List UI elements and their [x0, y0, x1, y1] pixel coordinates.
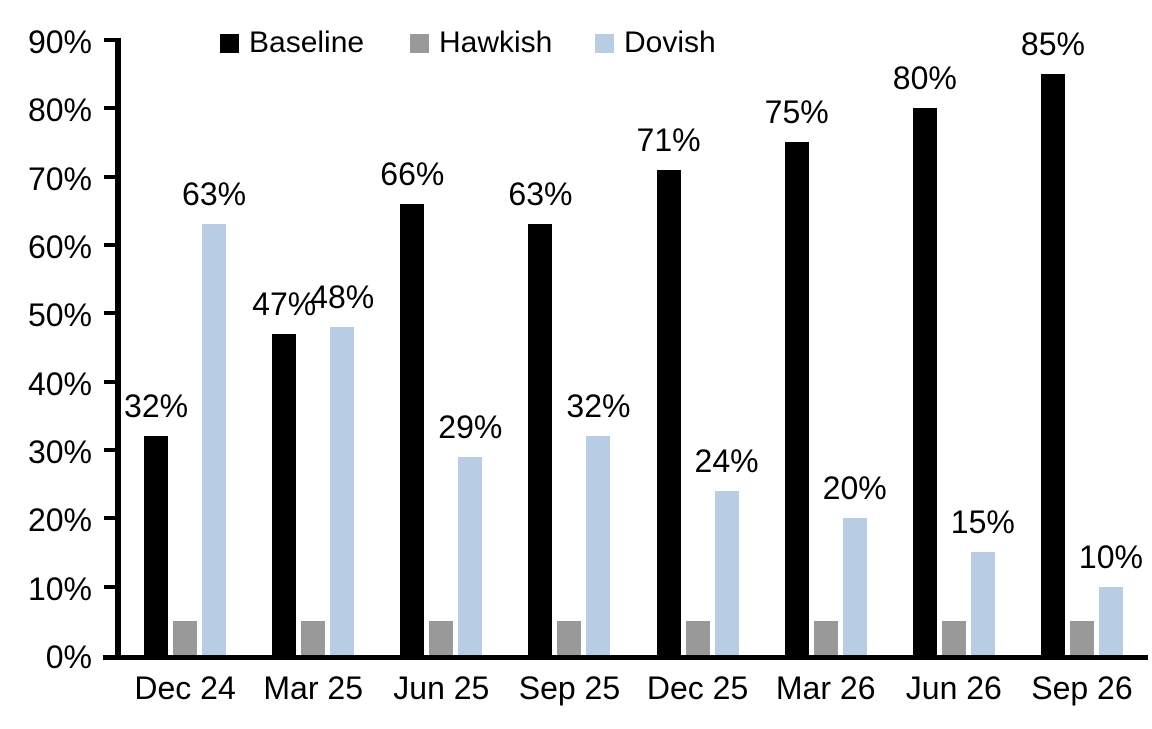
x-axis-category-label: Dec 24 — [134, 670, 236, 706]
y-axis-line — [115, 38, 121, 660]
bar-value-label: 66% — [380, 156, 445, 192]
y-axis-tick-label: 30% — [27, 434, 92, 470]
x-axis-category-label: Dec 25 — [646, 670, 749, 706]
bar-dovish-sep-26: 10% — [1079, 541, 1143, 655]
y-axis-tick — [104, 448, 115, 452]
bar-value-label: 48% — [310, 279, 375, 315]
x-axis-category-label: Mar 26 — [775, 670, 876, 706]
bar-group-mar-25: 47% 48% — [249, 40, 377, 655]
bar-value-label: 15% — [950, 504, 1015, 540]
bar-group-jun-25: 66% 29% — [377, 40, 505, 655]
y-axis-tick-label: 90% — [27, 24, 92, 60]
legend-item-dovish: Dovish — [595, 25, 716, 61]
x-axis-category-label: Mar 25 — [263, 670, 363, 706]
bar-group-dec-24: 32% 63% — [121, 40, 249, 655]
y-axis-tick-label: 10% — [27, 570, 92, 607]
bar-value-label: 63% — [182, 176, 247, 212]
x-axis-category-label: Sep 26 — [1031, 670, 1133, 706]
y-axis-tick — [104, 38, 115, 42]
y-axis-tick — [104, 655, 115, 659]
bar-baseline-sep-25: 63% — [508, 178, 572, 655]
legend-label: Hawkish — [439, 26, 553, 59]
legend-swatch-hawkish — [410, 33, 429, 53]
bar-group-sep-26: 85% 10% — [1018, 28, 1146, 655]
bar-value-label: 63% — [508, 176, 573, 212]
bar-hawkish-mar-26 — [813, 621, 838, 655]
bar-hawkish-jun-25 — [429, 621, 454, 655]
bar-value-label: 85% — [1020, 26, 1085, 62]
bar-hawkish-jun-26 — [941, 621, 966, 655]
legend-item-baseline: Baseline — [220, 25, 364, 61]
legend-label: Baseline — [249, 26, 365, 59]
y-axis-tick — [104, 311, 115, 316]
y-axis-tick — [104, 516, 115, 521]
bar-dovish-dec-25: 24% — [695, 445, 759, 655]
bar-baseline-mar-25: 47% — [252, 288, 316, 655]
y-axis-tick-label: 0% — [45, 639, 92, 675]
bar-value-label: 32% — [566, 388, 631, 424]
y-axis-tick-label: 20% — [27, 502, 92, 539]
bar-group-sep-25: 63% 32% — [505, 40, 633, 655]
bar-value-label: 47% — [252, 286, 317, 322]
bar-baseline-mar-26: 75% — [765, 96, 829, 655]
y-axis-tick — [104, 106, 115, 111]
y-axis-tick-label: 40% — [27, 365, 92, 402]
bar-group-mar-26: 75% 20% — [762, 40, 890, 655]
bar-dovish-dec-24: 63% — [182, 178, 246, 655]
legend-item-hawkish: Hawkish — [410, 25, 552, 61]
bar-dovish-jun-26: 15% — [951, 506, 1015, 655]
x-axis-category-label: Sep 25 — [518, 670, 621, 706]
bar-baseline-dec-25: 71% — [637, 124, 701, 655]
bar-baseline-jun-25: 66% — [380, 158, 444, 655]
bar-baseline-sep-26: 85% — [1021, 28, 1085, 655]
bar-value-label: 71% — [636, 122, 701, 158]
bar-baseline-dec-24: 32% — [124, 390, 188, 655]
bar-hawkish-dec-24 — [173, 621, 198, 655]
bar-hawkish-mar-25 — [301, 621, 326, 655]
bar-value-label: 24% — [694, 443, 759, 479]
bar-dovish-mar-26: 20% — [823, 472, 887, 655]
bar-dovish-mar-25: 48% — [310, 281, 374, 655]
bar-value-label: 32% — [124, 388, 189, 424]
bar-value-label: 20% — [822, 470, 887, 506]
bar-dovish-jun-25: 29% — [438, 411, 502, 655]
y-axis-tick — [104, 584, 115, 589]
bar-hawkish-sep-25 — [557, 621, 582, 655]
y-axis-tick-label: 50% — [27, 297, 92, 334]
y-axis-tick-label: 80% — [27, 92, 92, 129]
y-axis-tick — [104, 243, 115, 247]
bar-dovish-sep-25: 32% — [566, 390, 630, 655]
bar-value-label: 75% — [764, 94, 829, 130]
y-axis-tick — [104, 379, 115, 384]
y-axis-tick-label: 70% — [27, 160, 92, 197]
bar-value-label: 80% — [892, 60, 957, 96]
bar-hawkish-sep-26 — [1069, 621, 1094, 655]
legend-swatch-dovish — [595, 33, 614, 53]
x-axis-category-label: Jun 26 — [905, 670, 1002, 706]
bar-group-jun-26: 80% 15% — [890, 40, 1018, 655]
y-axis-tick — [104, 174, 115, 179]
y-axis-tick-label: 60% — [27, 229, 92, 265]
bar-value-label: 29% — [438, 409, 503, 445]
bar-hawkish-dec-25 — [685, 621, 710, 655]
legend-label: Dovish — [624, 26, 716, 59]
legend-swatch-baseline — [220, 33, 239, 53]
x-axis-category-label: Jun 25 — [393, 670, 490, 706]
bar-value-label: 10% — [1078, 539, 1143, 575]
bar-baseline-jun-26: 80% — [893, 62, 957, 655]
x-axis-line — [103, 655, 1148, 660]
bar-group-dec-25: 71% 24% — [634, 40, 762, 655]
